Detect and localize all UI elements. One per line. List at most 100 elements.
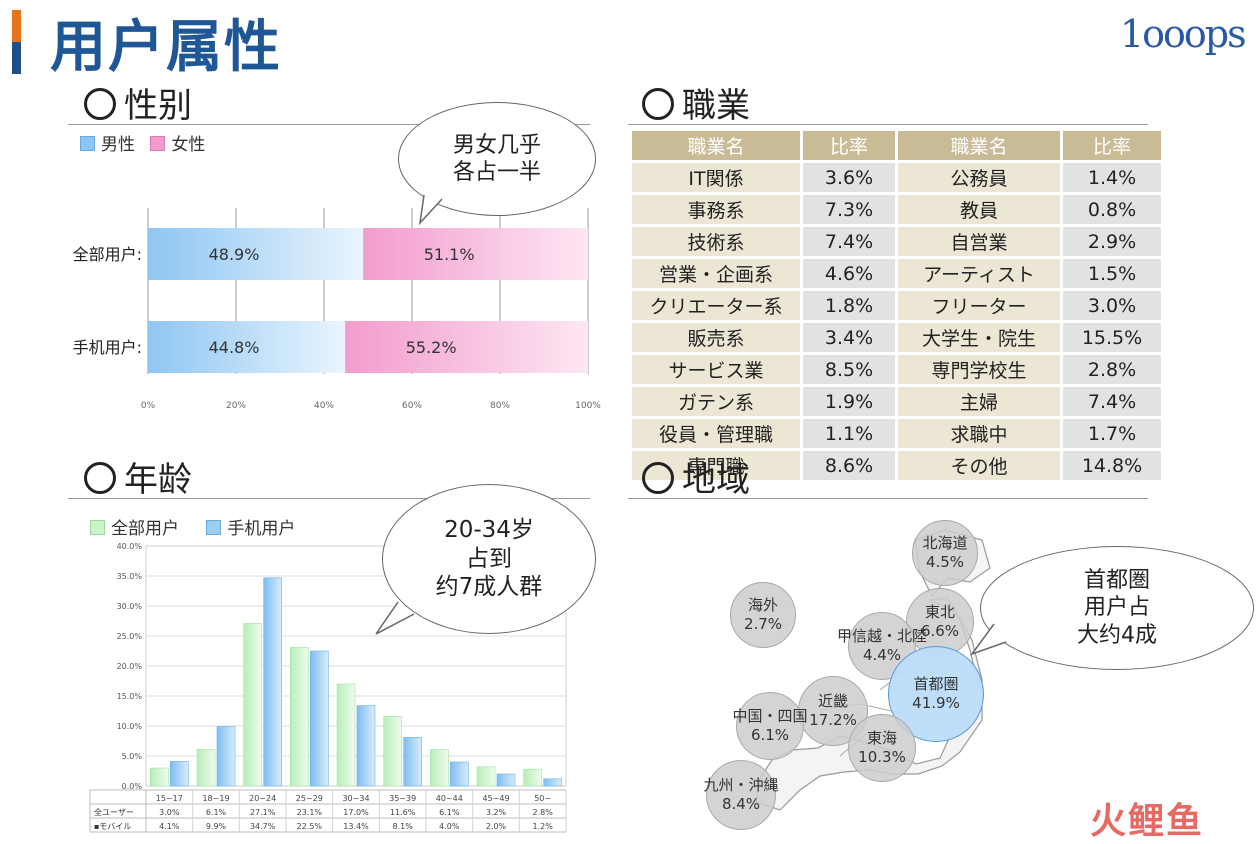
occupation-ratio: 7.3% <box>803 195 895 224</box>
table-value-all: 2.8% <box>533 808 554 817</box>
table-value-all: 11.6% <box>390 808 416 817</box>
region-name: 北海道 <box>922 533 968 552</box>
occupation-ratio: 0.8% <box>1063 195 1161 224</box>
table-value-mobile: 13.4% <box>343 822 369 831</box>
occupation-name: 販売系 <box>632 323 800 352</box>
occupation-ratio: 2.9% <box>1063 227 1161 256</box>
occupation-ratio: 1.7% <box>1063 419 1161 448</box>
occupation-table: 職業名 比率 職業名 比率 IT関係 3.6% 公務員 1.4% 事務系 7.3% 教員 0… <box>629 128 1164 483</box>
occupation-name: その他 <box>898 451 1060 480</box>
bar-mobile-users <box>496 773 516 787</box>
occupation-name: アーティスト <box>898 259 1060 288</box>
x-tick-label: 0% <box>141 401 156 411</box>
section-title-gender: 性别 <box>84 78 192 127</box>
bar-value-label: 44.8% <box>209 338 260 357</box>
age-callout-tail <box>375 601 415 635</box>
occupation-name: ガテン系 <box>632 387 800 416</box>
divider <box>628 498 1148 499</box>
bar-mobile-users <box>216 726 236 787</box>
y-tick-label: 15.0% <box>117 692 143 701</box>
region-name: 九州・沖縄 <box>703 775 779 794</box>
occupation-ratio: 7.4% <box>803 227 895 256</box>
region-chugoku-shikoku: 中国・四国 6.1% <box>733 692 808 760</box>
table-value-all: 6.1% <box>439 808 460 817</box>
y-tick-label: 20.0% <box>117 662 143 671</box>
region-name: 海外 <box>747 595 778 614</box>
occupation-ratio: 7.4% <box>1063 387 1161 416</box>
occupation-ratio: 1.1% <box>803 419 895 448</box>
occupation-name: 主婦 <box>898 387 1060 416</box>
circle-icon <box>642 88 674 120</box>
table-row: 専門職 8.6% その他 14.8% <box>632 451 1161 480</box>
legend-all-swatch <box>90 520 105 535</box>
circle-icon <box>84 462 116 494</box>
x-tick-label: 45~49 <box>482 794 509 803</box>
y-tick-label: 0.0% <box>122 782 143 791</box>
table-row-label: 全ユーザー <box>94 807 134 817</box>
bar-value-label: 48.9% <box>209 245 260 264</box>
y-tick-label: 40.0% <box>117 542 143 551</box>
age-chart: 0.0% 5.0% 10.0% 15.0% 20.0% 25.0% 30.0% 35.0% 40… <box>89 542 567 833</box>
plot-frame <box>145 545 567 787</box>
table-value-mobile: 8.1% <box>393 822 414 831</box>
bar-male <box>148 228 364 280</box>
region-value: 10.3% <box>858 748 906 766</box>
table-value-all: 23.1% <box>297 808 323 817</box>
bar-value-label: 51.1% <box>424 245 475 264</box>
bar-mobile-users <box>310 650 329 787</box>
region-callout: 首都圏 用户占 大约4成 <box>980 546 1254 670</box>
occupation-name: クリエーター系 <box>632 291 800 320</box>
occupation-name: フリーター <box>898 291 1060 320</box>
region-value: 8.4% <box>721 795 761 813</box>
bar-mobile-users <box>356 705 376 787</box>
y-tick-label: 30.0% <box>117 602 143 611</box>
region-kinki: 近畿 17.2% <box>798 676 868 746</box>
x-tick-label: 50~ <box>534 794 551 803</box>
table-value-mobile: 22.5% <box>297 822 323 831</box>
table-value-mobile: 1.2% <box>533 822 554 831</box>
occupation-ratio: 2.8% <box>1063 355 1161 384</box>
bar-mobile-users <box>170 761 189 787</box>
gender-callout-tail <box>418 195 443 226</box>
occupation-name: IT関係 <box>632 163 800 192</box>
region-hokkaido: 北海道 4.5% <box>912 520 978 586</box>
occupation-name: 教員 <box>898 195 1060 224</box>
region-name: 甲信越・北陸 <box>837 626 928 645</box>
table-row: 営業・企画系 4.6% アーティスト 1.5% <box>632 259 1161 288</box>
gender-chart: 0% 20% 40% 60% 80% 100% 全部用户: 48.9% 51.1% 手机用户: 4… <box>73 208 601 411</box>
bar-mobile-users <box>263 577 282 787</box>
legend-mobile-swatch <box>206 520 222 535</box>
region-value: 41.9% <box>912 694 960 712</box>
occupation-name: 技術系 <box>632 227 800 256</box>
region-callout-tail <box>969 623 1007 656</box>
category-label: 手机用户: <box>73 338 142 357</box>
section-age-label: 年龄 <box>124 460 192 500</box>
table-value-mobile: 2.0% <box>486 822 507 831</box>
region-tokai: 東海 10.3% <box>848 714 916 782</box>
table-value-all: 27.1% <box>250 808 276 817</box>
bar-mobile-users <box>543 778 562 787</box>
occupation-name: サービス業 <box>632 355 800 384</box>
circle-icon <box>642 462 674 494</box>
region-value: 4.5% <box>925 553 965 571</box>
legend-female-swatch <box>150 136 166 151</box>
occupation-header: 比率 <box>1063 131 1161 160</box>
x-tick-label: 60% <box>402 401 422 411</box>
x-tick-label: 18~19 <box>202 794 229 803</box>
region-value: 2.7% <box>743 615 783 633</box>
legend-all: 全部用户 <box>111 519 179 539</box>
divider <box>68 124 590 125</box>
watermark-logo: 火鲤鱼 <box>1090 801 1205 842</box>
table-value-mobile: 9.9% <box>206 822 227 831</box>
bar-all-users <box>430 749 449 787</box>
table-row: クリエーター系 1.8% フリーター 3.0% <box>632 291 1161 320</box>
bar-all-users <box>290 647 309 787</box>
y-tick-label: 10.0% <box>117 722 143 731</box>
region-name: 東北 <box>924 602 955 621</box>
bar-all-users <box>383 716 402 787</box>
section-title-age: 年龄 <box>84 452 192 501</box>
occupation-ratio: 8.5% <box>803 355 895 384</box>
region-value: 4.4% <box>862 646 902 664</box>
bar-all-users <box>523 768 542 787</box>
occupation-header: 職業名 <box>898 131 1060 160</box>
